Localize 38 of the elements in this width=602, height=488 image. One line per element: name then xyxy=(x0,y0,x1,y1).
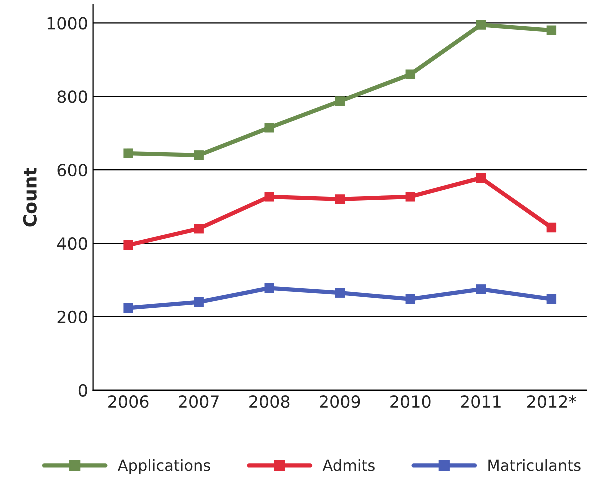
y-tick-label: 1000 xyxy=(48,17,88,30)
point xyxy=(476,284,486,294)
y-tick-label: 200 xyxy=(58,310,88,324)
point xyxy=(264,192,274,202)
x-tick-label: 2010 xyxy=(390,396,431,408)
x-tick-label: 2012* xyxy=(528,396,577,408)
point xyxy=(406,294,416,304)
x-tick-label: 2006 xyxy=(108,396,149,408)
point xyxy=(264,283,274,294)
y-axis-title: Count xyxy=(23,168,37,227)
x-tick-label: 2009 xyxy=(320,396,360,408)
x-tick-label: 2008 xyxy=(250,396,290,408)
y-tick-label: 400 xyxy=(57,237,88,250)
point xyxy=(476,173,486,184)
legend-label: Matriculants xyxy=(488,459,581,472)
legend-label: Admits xyxy=(322,459,375,472)
point xyxy=(406,192,416,202)
point xyxy=(124,240,134,250)
point xyxy=(476,20,486,30)
point xyxy=(546,294,557,304)
point xyxy=(406,70,416,80)
point xyxy=(335,96,345,106)
y-tick-label: 600 xyxy=(58,164,88,177)
x-tick-label: 2007 xyxy=(179,396,219,408)
point xyxy=(546,26,557,36)
point xyxy=(124,148,134,158)
point xyxy=(335,288,345,298)
point xyxy=(264,123,274,133)
legend-label: Applications xyxy=(118,459,210,474)
point xyxy=(194,224,204,234)
point xyxy=(194,150,204,160)
x-tick-label: 2011 xyxy=(461,396,501,408)
point xyxy=(546,222,557,233)
point xyxy=(194,297,204,308)
y-tick-label: 0 xyxy=(78,384,88,397)
y-tick-label: 800 xyxy=(58,90,88,104)
point xyxy=(124,303,134,314)
point xyxy=(335,194,345,204)
